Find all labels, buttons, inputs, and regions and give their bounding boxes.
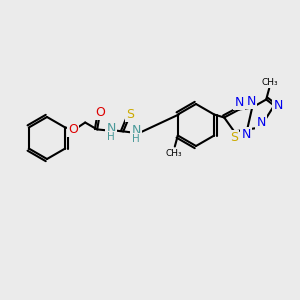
- Text: H: H: [132, 134, 140, 143]
- Text: CH₃: CH₃: [166, 149, 182, 158]
- Text: N: N: [256, 116, 266, 129]
- Text: S: S: [126, 108, 134, 121]
- Text: S: S: [230, 131, 238, 144]
- Text: N: N: [235, 96, 244, 109]
- Text: O: O: [95, 106, 105, 119]
- Text: CH₃: CH₃: [262, 78, 278, 87]
- Text: N: N: [242, 128, 251, 141]
- Text: N: N: [131, 124, 141, 137]
- Text: O: O: [68, 123, 78, 136]
- Text: N: N: [274, 99, 283, 112]
- Text: N: N: [106, 122, 116, 135]
- Text: H: H: [107, 131, 115, 142]
- Text: N: N: [247, 95, 256, 108]
